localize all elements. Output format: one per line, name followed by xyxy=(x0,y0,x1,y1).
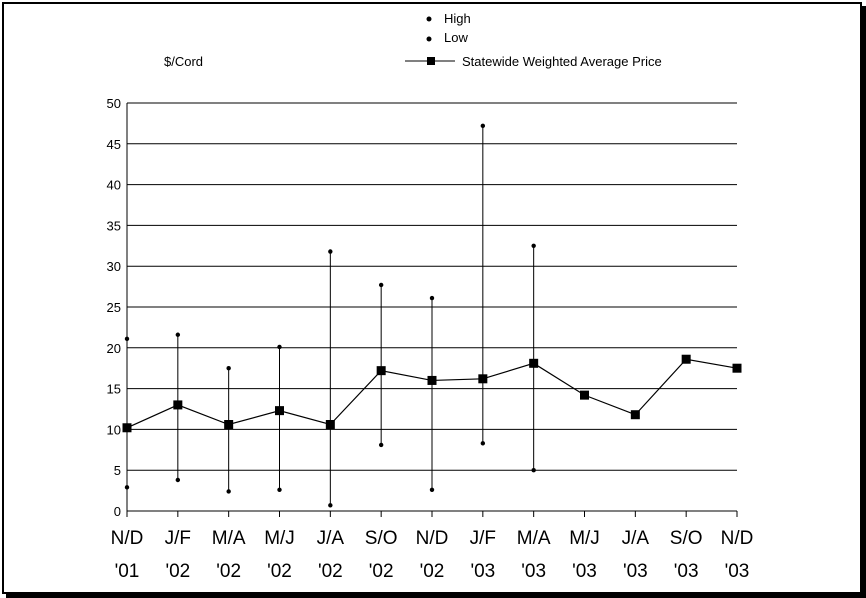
high-point xyxy=(480,123,486,129)
y-tick-label: 40 xyxy=(107,178,121,193)
y-tick-label: 50 xyxy=(107,96,121,111)
y-tick-labels: 0 5 10 15 20 25 30 35 40 45 50 xyxy=(107,96,121,519)
x-tick-label-period: J/F xyxy=(165,528,191,549)
legend-avg-label: Statewide Weighted Average Price xyxy=(462,54,662,69)
average-price-point xyxy=(376,366,386,376)
x-tick-label-period: S/O xyxy=(670,528,703,549)
y-tick-label: 0 xyxy=(114,504,121,519)
x-tick-label-year: '02 xyxy=(165,561,190,582)
low-point xyxy=(328,503,333,508)
x-tick-label-year: '03 xyxy=(623,561,648,582)
x-tick-label-period: J/A xyxy=(317,528,345,549)
legend-high-label: High xyxy=(444,11,471,26)
y-tick-label: 5 xyxy=(114,463,121,478)
x-tick-label-year: '03 xyxy=(572,561,597,582)
average-price-point xyxy=(732,363,742,373)
price-chart: High Low Statewide Weighted Average Pric… xyxy=(107,11,754,582)
y-tick-label: 15 xyxy=(107,382,121,397)
high-point xyxy=(429,295,435,301)
x-tick-label-period: S/O xyxy=(365,528,398,549)
x-tick-label-year: '03 xyxy=(674,561,699,582)
low-point xyxy=(226,489,231,494)
y-axis-unit-label: $/Cord xyxy=(164,54,203,69)
legend-high-marker xyxy=(426,16,432,22)
x-tick-label-year: '02 xyxy=(216,561,241,582)
y-tick-label: 35 xyxy=(107,218,121,233)
average-line xyxy=(122,354,742,433)
legend-low-label: Low xyxy=(444,30,468,45)
x-tick-label-period: M/J xyxy=(264,528,295,549)
y-tick-label: 30 xyxy=(107,259,121,274)
high-point xyxy=(175,332,181,337)
low-point xyxy=(378,442,384,448)
x-tick-label-year: '03 xyxy=(521,561,546,582)
high-point xyxy=(226,366,231,371)
high-point xyxy=(124,336,130,342)
x-tick-labels: N/D '01 J/F '02 M/A '02 M/J '02 J/A '02 S/O '02 N/D '… xyxy=(111,528,754,582)
x-tick-label-period: M/J xyxy=(569,528,600,549)
y-tick-label: 25 xyxy=(107,300,121,315)
average-price-point xyxy=(325,420,335,430)
low-point xyxy=(429,487,435,492)
high-low-ranges xyxy=(124,123,536,508)
x-tick-label-year: '02 xyxy=(318,561,343,582)
y-tick-label: 45 xyxy=(107,137,121,152)
x-tick-label-year: '03 xyxy=(725,561,750,582)
legend-low-marker xyxy=(426,36,432,42)
y-tick-label: 10 xyxy=(107,422,121,437)
average-price-point xyxy=(529,358,539,368)
x-tick-label-year: '02 xyxy=(420,561,445,582)
average-price-point xyxy=(173,400,183,410)
high-point xyxy=(378,282,384,288)
legend: High Low Statewide Weighted Average Pric… xyxy=(405,11,662,69)
average-price-point xyxy=(478,374,488,384)
high-point xyxy=(277,344,282,350)
low-point xyxy=(277,487,282,492)
average-price-point xyxy=(681,354,691,364)
high-point xyxy=(328,249,333,254)
low-point xyxy=(175,477,181,483)
x-tick-label-year: '01 xyxy=(115,561,140,582)
average-price-point xyxy=(427,375,437,385)
average-price-point xyxy=(224,420,234,430)
average-price-point xyxy=(580,390,589,400)
x-tick-label-period: M/A xyxy=(212,528,246,549)
x-tick-label-period: M/A xyxy=(517,528,551,549)
x-tick-label-period: N/D xyxy=(721,528,754,549)
x-tick-label-period: N/D xyxy=(416,528,449,549)
legend-avg-marker xyxy=(427,57,435,65)
low-point xyxy=(480,441,486,446)
average-price-point xyxy=(275,406,284,416)
x-tick-label-year: '02 xyxy=(267,561,292,582)
x-tick-label-year: '03 xyxy=(470,561,495,582)
average-price-point xyxy=(630,410,640,420)
average-price-point xyxy=(122,423,132,433)
x-tick-label-period: J/F xyxy=(470,528,496,549)
high-point xyxy=(531,243,536,248)
low-point xyxy=(531,468,536,473)
x-tick-label-year: '02 xyxy=(369,561,394,582)
low-point xyxy=(124,485,130,490)
y-tick-label: 20 xyxy=(107,341,121,356)
x-tick-label-period: N/D xyxy=(111,528,144,549)
x-tick-label-period: J/A xyxy=(622,528,650,549)
